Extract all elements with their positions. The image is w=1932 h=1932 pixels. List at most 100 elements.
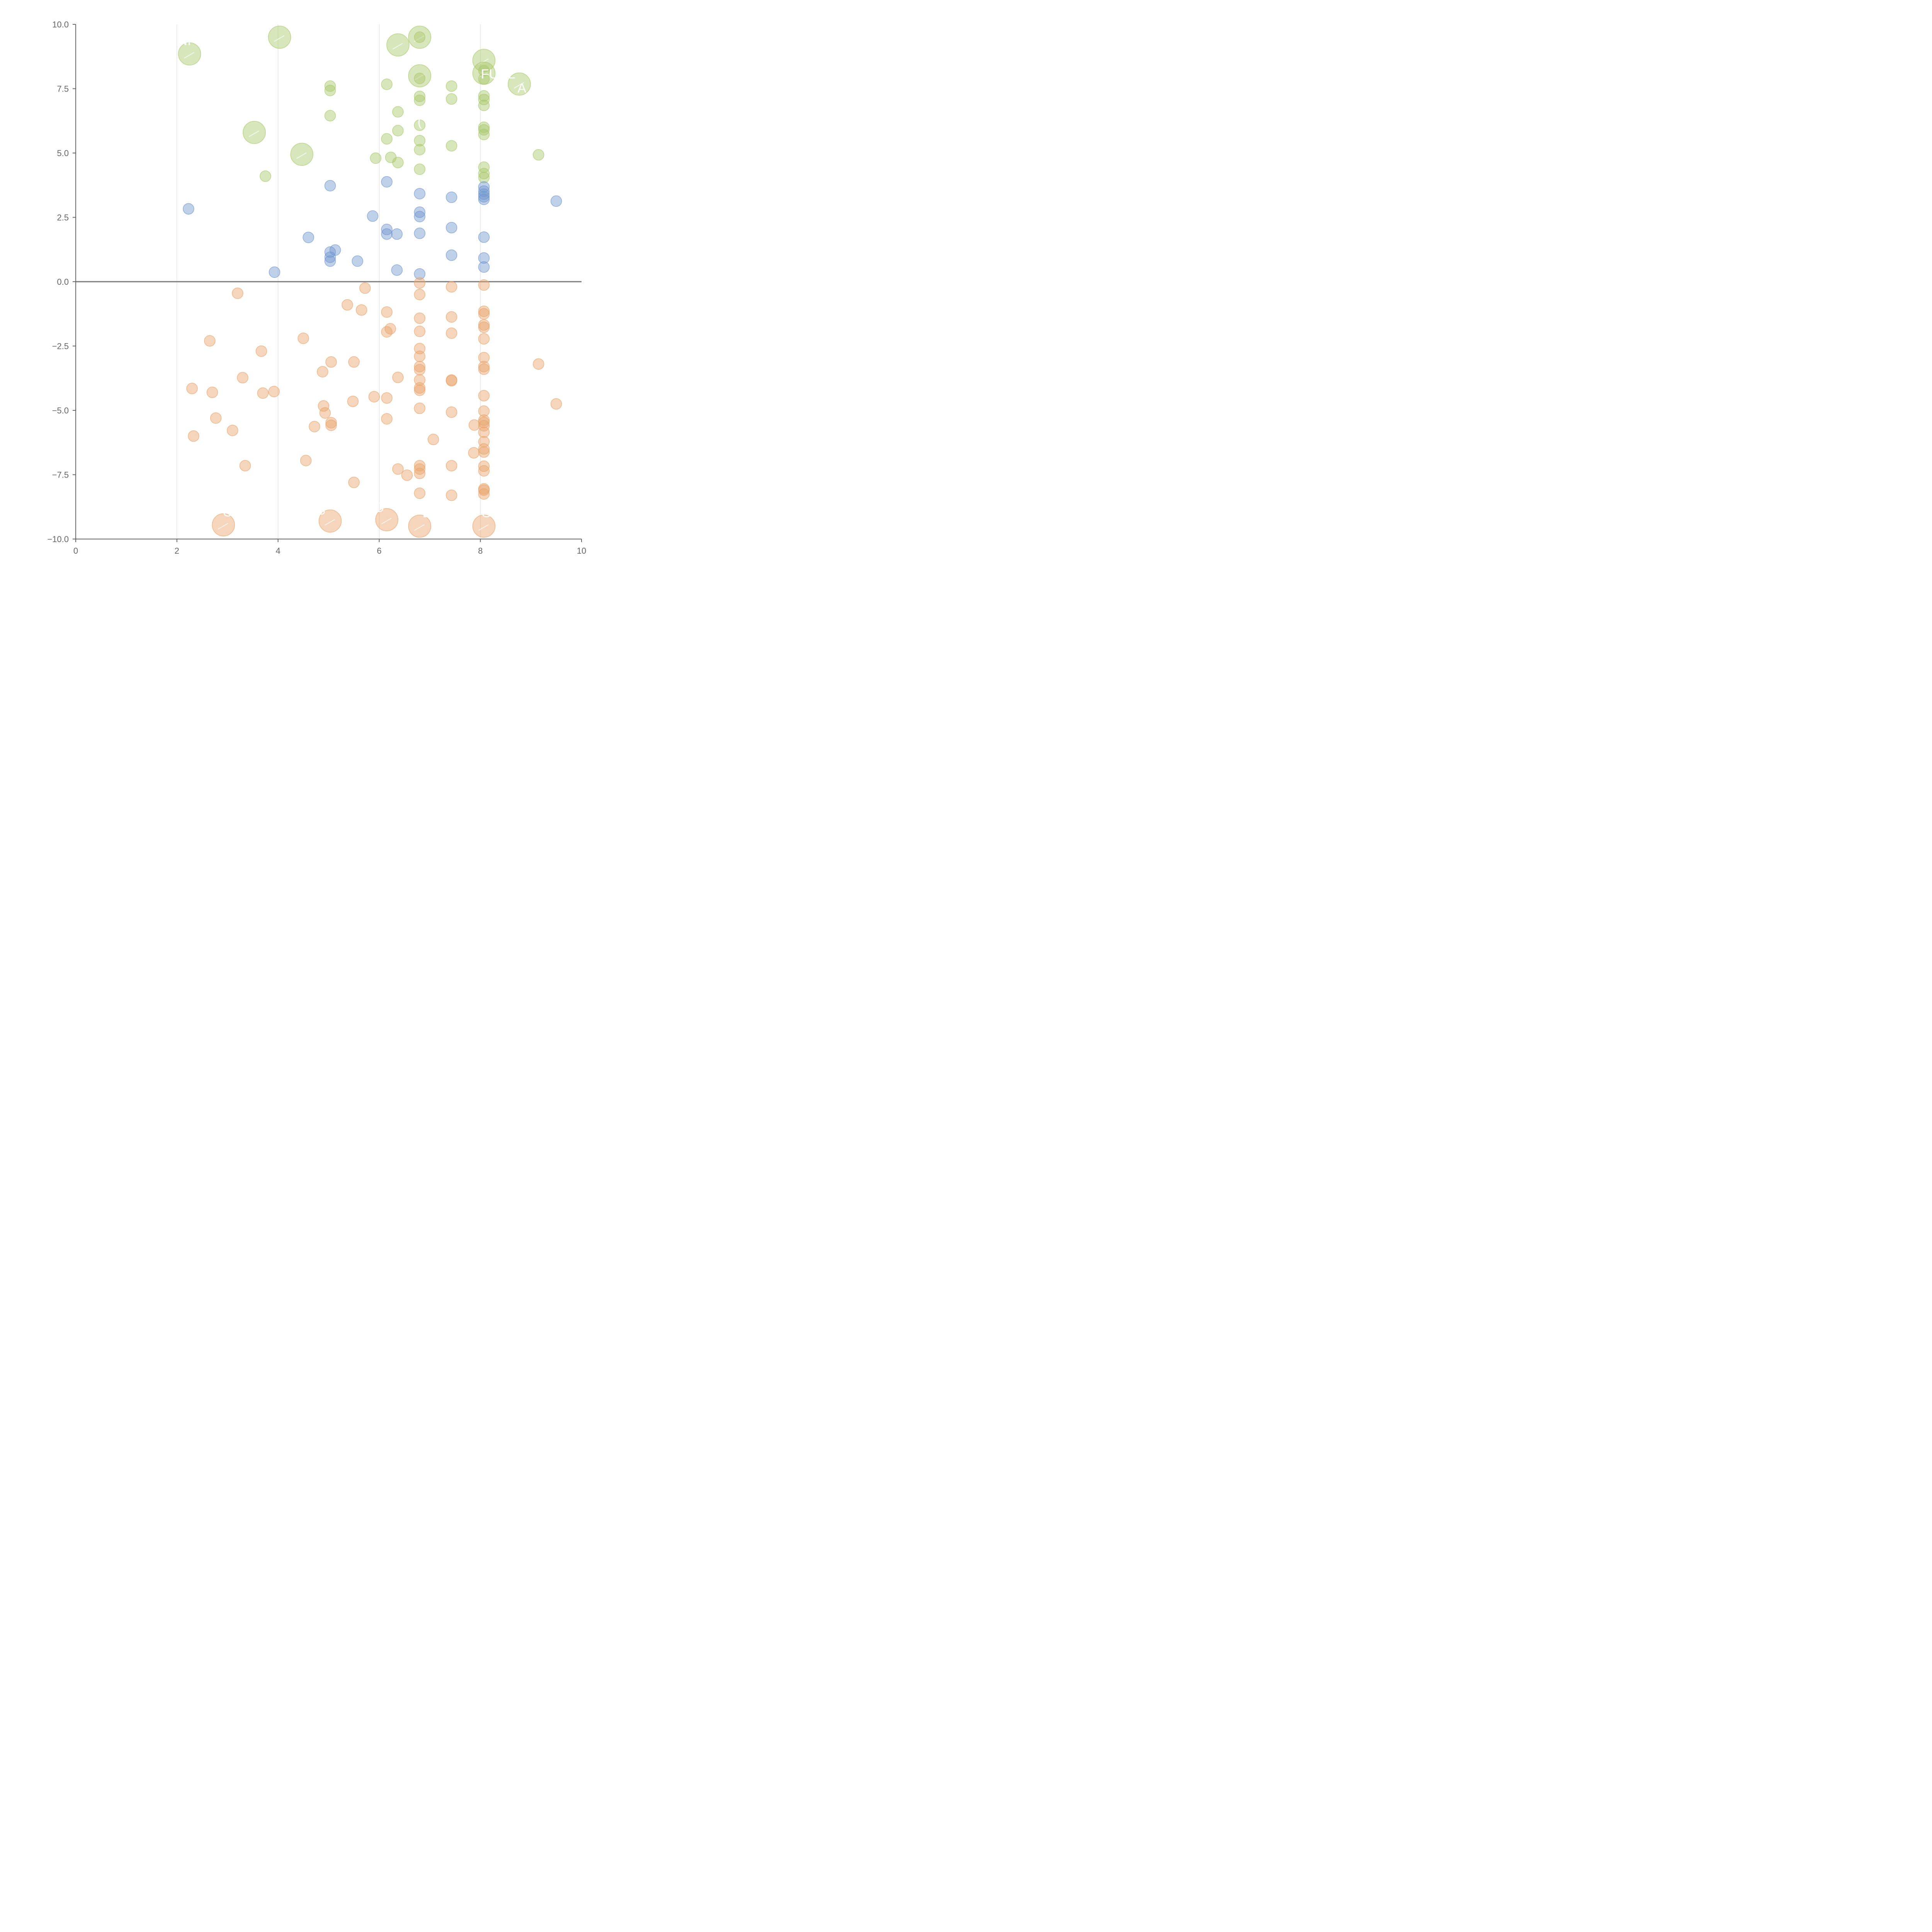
point-text-label-8: D	[422, 505, 432, 520]
positive-low-point-10	[367, 210, 379, 222]
scatter-chart: 0 2 4 6 8 10 10.0 7.5 5.0 2.5 0.0 −2.5 −5.0 −7.5 −10.0…	[0, 0, 606, 606]
x-tick-label-4: 6	[377, 546, 381, 556]
positive-high-point-12	[260, 170, 271, 182]
negative-point-62	[468, 419, 480, 431]
positive-high-point-15	[324, 110, 336, 122]
positive-high-point-8	[472, 49, 496, 72]
negative-point-13	[210, 412, 222, 424]
positive-high-leader-1	[184, 52, 195, 59]
x-tick-label-2: 2	[175, 546, 179, 556]
positive-high-point-18	[381, 133, 393, 145]
positive-high-point-22	[392, 156, 404, 168]
positive-high-point-30	[446, 80, 457, 92]
negative-point-42	[414, 350, 425, 362]
negative-point-35	[392, 463, 404, 475]
y-tick-label-7: −5.0	[52, 406, 69, 415]
positive-high-point-32	[446, 140, 457, 152]
negative-point-76	[478, 417, 490, 429]
positive-high-point-41	[478, 161, 490, 173]
positive-high-point-14	[324, 85, 336, 96]
negative-point-8	[186, 383, 198, 395]
positive-high-point-2	[268, 26, 291, 49]
negative-point-90	[318, 509, 342, 533]
negative-point-34	[392, 372, 404, 383]
positive-low-point-28	[478, 194, 490, 205]
negative-point-46	[414, 382, 425, 394]
negative-leader-91	[381, 518, 392, 524]
negative-point-92	[408, 514, 431, 538]
positive-low-point-19	[414, 228, 425, 239]
negative-point-5	[204, 335, 216, 347]
x-tick-label-3: 4	[276, 546, 280, 556]
negative-point-65	[478, 305, 490, 317]
negative-point-43	[414, 361, 425, 372]
negative-point-58	[446, 375, 457, 387]
y-tick-label-3: 5.0	[57, 148, 69, 158]
point-text-label-1: NI	[178, 33, 191, 48]
negative-point-2	[359, 282, 371, 294]
negative-point-50	[414, 463, 425, 475]
negative-point-21	[318, 400, 330, 412]
negative-point-59	[446, 406, 457, 418]
negative-point-1	[232, 287, 243, 299]
positive-low-point-30	[478, 252, 490, 264]
positive-high-point-33	[478, 65, 490, 77]
negative-point-71	[478, 361, 490, 372]
positive-high-point-39	[478, 124, 490, 136]
positive-high-point-5	[386, 33, 410, 57]
negative-point-26	[347, 395, 359, 407]
negative-point-18	[309, 421, 320, 432]
point-text-label-5: C	[223, 505, 232, 519]
negative-point-54	[446, 281, 457, 293]
negative-point-3	[342, 299, 353, 311]
negative-point-69	[478, 333, 490, 345]
negative-point-48	[414, 402, 425, 414]
y-tick-label-5: 0.0	[57, 277, 69, 287]
negative-point-11	[257, 387, 269, 399]
negative-point-22	[319, 407, 331, 419]
negative-point-87	[532, 358, 544, 370]
positive-low-point-18	[414, 211, 425, 223]
y-tick-label-4: 2.5	[57, 213, 69, 223]
negative-point-80	[478, 443, 490, 455]
negative-point-19	[317, 366, 328, 378]
negative-point-61	[446, 490, 457, 501]
negative-point-63	[468, 447, 480, 459]
negative-point-40	[414, 325, 425, 337]
negative-point-45	[414, 374, 425, 386]
negative-point-28	[368, 391, 380, 403]
negative-point-88	[550, 398, 562, 410]
axes-layer: 0 2 4 6 8 10 10.0 7.5 5.0 2.5 0.0 −2.5 −5.0 −7.5 −10.0	[47, 20, 586, 556]
chart-svg: 0 2 4 6 8 10 10.0 7.5 5.0 2.5 0.0 −2.5 −5.0 −7.5 −10.0…	[47, 20, 586, 556]
negative-point-38	[414, 289, 425, 301]
negative-point-6	[298, 332, 309, 344]
positive-high-point-10	[508, 72, 531, 96]
positive-low-point-23	[446, 249, 457, 261]
negative-point-60	[446, 460, 457, 471]
negative-point-25	[348, 356, 360, 368]
negative-point-37	[414, 277, 425, 289]
positive-high-point-35	[478, 90, 490, 102]
positive-high-point-28	[414, 144, 425, 156]
point-text-label-2: (	[417, 114, 422, 129]
negative-point-7	[255, 345, 267, 357]
negative-point-10	[237, 372, 248, 384]
negative-point-67	[478, 319, 490, 331]
positive-high-point-40	[478, 129, 490, 140]
negative-point-81	[478, 446, 490, 458]
positive-low-point-20	[414, 268, 425, 280]
negative-point-30	[381, 326, 393, 338]
y-tick-label-2: 7.5	[57, 84, 69, 94]
positive-low-point-3	[303, 231, 314, 243]
positive-high-point-17	[381, 78, 393, 90]
positive-high-leader-9	[478, 71, 489, 78]
positive-low-point-31	[478, 261, 490, 273]
negative-point-55	[446, 311, 457, 323]
positive-high-point-36	[478, 94, 490, 105]
positive-high-leader-8	[478, 58, 489, 65]
negative-point-91	[375, 508, 398, 531]
negative-leader-90	[324, 519, 335, 526]
negative-point-86	[478, 488, 490, 500]
positive-high-point-3	[243, 121, 266, 144]
